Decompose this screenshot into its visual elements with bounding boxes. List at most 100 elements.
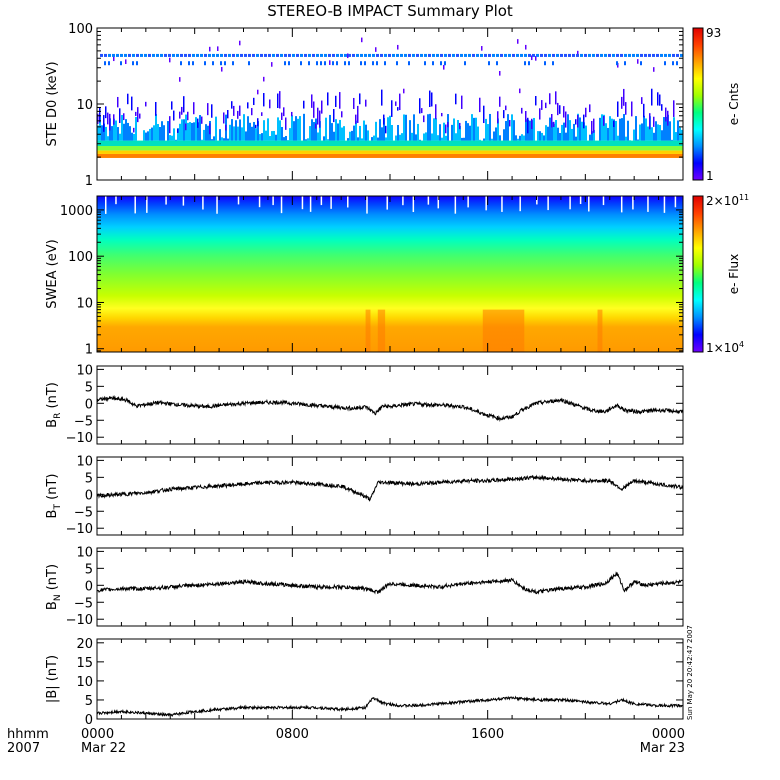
ste-column	[343, 126, 345, 141]
ste-column	[373, 135, 375, 141]
ste-column	[663, 117, 665, 141]
swea-data-gap	[309, 196, 312, 212]
ste-column	[181, 119, 183, 141]
ste-constant-line-segment	[380, 53, 383, 57]
ste-constant-line-segment	[176, 53, 179, 57]
ste-column	[427, 114, 429, 141]
ste-sparse-count	[531, 118, 533, 130]
ste-column	[239, 119, 241, 141]
ste-sparse-count	[183, 96, 185, 113]
ste-constant-line-segment	[600, 53, 603, 57]
xaxis-tick-time: 0800	[276, 727, 309, 742]
bt-ytick-label: 5	[85, 471, 93, 486]
ste-column	[97, 125, 99, 141]
ste-column	[177, 128, 179, 141]
ste-constant-line-segment	[492, 53, 495, 57]
ste-constant-line-segment	[384, 61, 386, 66]
ste-column	[121, 114, 123, 141]
ste-constant-line-segment	[488, 53, 491, 57]
colorbar-max-mantissa: 93	[706, 26, 721, 40]
ste-sparse-count	[517, 39, 519, 44]
ste-sparse-count	[667, 110, 669, 126]
ste-constant-line-segment	[588, 53, 591, 57]
ste-column	[575, 136, 577, 141]
ste-column	[641, 123, 643, 141]
ste-sparse-count	[541, 100, 543, 110]
ste-constant-line-segment	[276, 53, 279, 57]
swea-data-gap	[536, 196, 538, 205]
ste-column	[471, 114, 473, 141]
ste-constant-line-segment	[480, 53, 483, 57]
ste-column	[253, 121, 255, 141]
ste-column	[251, 126, 253, 141]
ste-sparse-count	[659, 94, 661, 106]
ste-constant-line-segment	[264, 53, 267, 57]
ste-column	[247, 116, 249, 141]
ste-sparse-count	[483, 105, 485, 124]
ste-constant-line-segment	[568, 53, 571, 57]
ste-column	[601, 114, 603, 141]
ste-column	[99, 115, 101, 141]
ste-sparse-count	[197, 118, 199, 128]
ste-column	[125, 119, 127, 141]
swea-enhancement	[377, 309, 386, 352]
ste-constant-line-segment	[664, 61, 666, 66]
swea-heatmap	[97, 196, 683, 352]
ste-constant-line-segment	[120, 61, 122, 66]
ste-constant-line-segment	[408, 53, 411, 57]
ste-column	[615, 120, 617, 141]
ste-column	[255, 128, 257, 141]
ste-sparse-count	[179, 77, 181, 82]
ste-column	[349, 131, 351, 141]
ste-column	[277, 117, 279, 141]
ste-column	[127, 122, 129, 141]
ste-column	[337, 123, 339, 141]
ste-sparse-count	[127, 93, 129, 105]
ste-constant-line-segment	[300, 53, 303, 57]
ste-constant-line-segment	[620, 53, 623, 57]
ste-column	[271, 131, 273, 141]
ste-constant-line-segment	[324, 61, 326, 66]
ste-constant-line-segment	[384, 53, 387, 57]
ste-sparse-count	[131, 96, 133, 111]
ste-column	[389, 115, 391, 141]
swea-data-gap	[579, 196, 582, 205]
ste-sparse-count	[223, 112, 225, 124]
ste-sparse-count	[557, 102, 559, 116]
ste-column	[617, 135, 619, 141]
bn-ytick-label: 0	[85, 579, 93, 594]
ste-constant-line-segment	[676, 53, 679, 57]
ste-sparse-count	[117, 96, 119, 108]
br-ylabel-sub: R	[53, 413, 63, 419]
ste-sparse-count	[421, 108, 423, 114]
colorbar-min-mantissa: 1	[706, 169, 714, 183]
ste-column	[237, 126, 239, 141]
ste-constant-line-segment	[224, 61, 226, 66]
ste-constant-line-segment	[164, 53, 167, 57]
ste-constant-line-segment	[248, 61, 250, 66]
ste-column	[245, 131, 247, 141]
ste-column	[671, 139, 673, 141]
ste-sparse-count	[201, 116, 203, 124]
ste-column	[461, 137, 463, 141]
ste-column	[473, 117, 475, 141]
ste-column	[413, 114, 415, 141]
ste-sparse-count	[441, 112, 443, 117]
ste-column	[609, 116, 611, 141]
br-ylabel-main: B	[45, 419, 60, 428]
ste-column	[223, 138, 225, 141]
ste-column	[261, 133, 263, 141]
ste-column	[433, 118, 435, 141]
ste-constant-line-segment	[232, 61, 234, 66]
colorbar-max-mantissa: 2×10	[706, 194, 739, 208]
ste-sparse-count	[119, 108, 121, 124]
ste-column	[513, 120, 515, 141]
ste-constant-line-segment	[340, 53, 343, 57]
ste-constant-line-segment	[344, 53, 347, 57]
ste-sparse-count	[623, 88, 625, 106]
swea-ylabel: SWEA (eV)	[45, 239, 60, 308]
ste-sparse-count	[237, 110, 239, 119]
ste-column	[383, 118, 385, 141]
ste-column	[335, 119, 337, 141]
ste-constant-line-segment	[424, 61, 426, 66]
